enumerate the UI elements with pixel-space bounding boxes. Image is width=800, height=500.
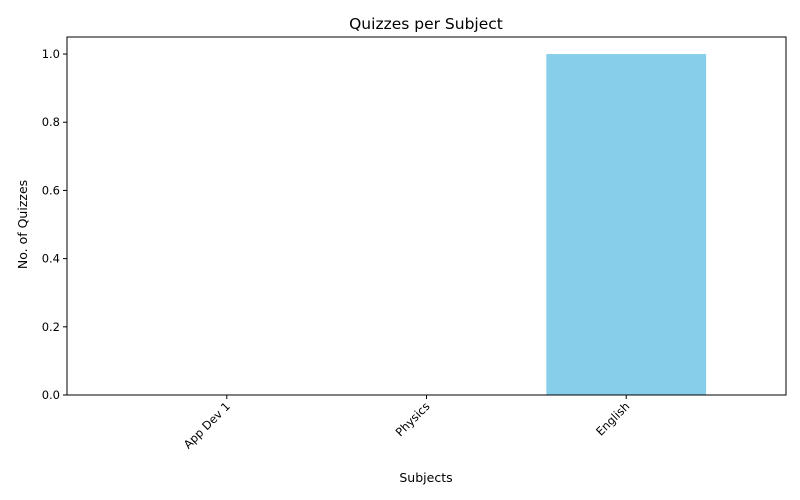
chart-title: Quizzes per Subject	[349, 15, 503, 33]
y-tick-label: 0.8	[42, 115, 60, 129]
bar-english	[546, 54, 707, 396]
bars-group	[546, 54, 707, 396]
y-tick-label: 0.0	[42, 388, 60, 402]
x-axis-label: Subjects	[399, 470, 452, 485]
x-tick-label: App Dev 1	[181, 399, 233, 451]
x-axis: App Dev 1 Physics English	[181, 395, 632, 451]
y-tick-label: 0.6	[42, 183, 60, 197]
y-tick-label: 1.0	[42, 47, 60, 61]
y-axis-label: No. of Quizzes	[15, 180, 30, 269]
plot-area: 0.0 0.2 0.4 0.6 0.8 1.0 App Dev 1 Physics Engli…	[42, 36, 787, 451]
plot-frame	[66, 36, 787, 396]
y-tick-label: 0.2	[42, 320, 60, 334]
x-tick-label: Physics	[393, 399, 433, 439]
y-axis: 0.0 0.2 0.4 0.6 0.8 1.0	[42, 47, 67, 402]
y-tick-label: 0.4	[42, 252, 60, 266]
x-tick-label: English	[593, 399, 632, 438]
